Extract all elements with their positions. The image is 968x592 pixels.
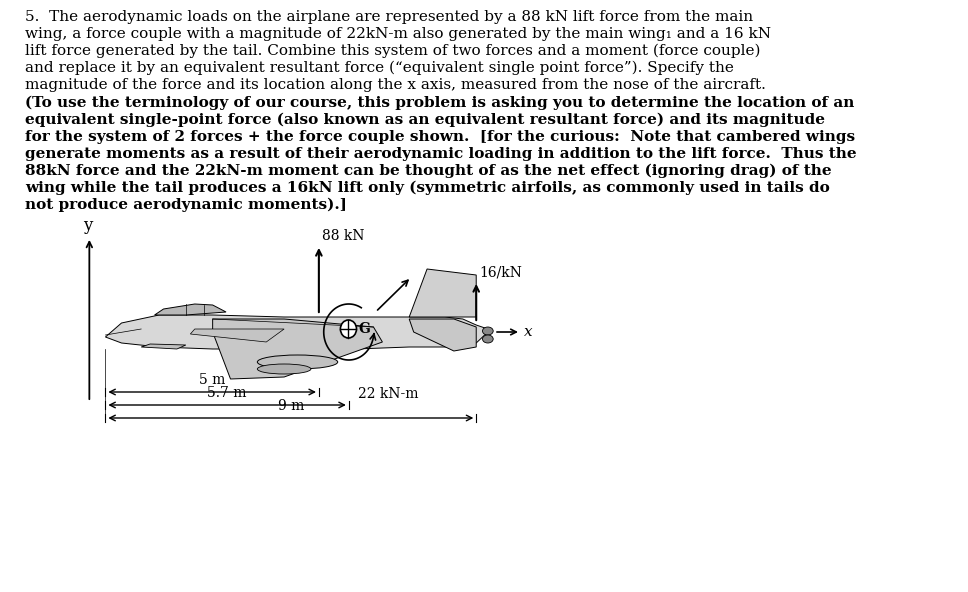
Polygon shape [409,269,476,317]
Text: and replace it by an equivalent resultant force (“equivalent single point force”: and replace it by an equivalent resultan… [25,61,734,75]
Text: 16/kN: 16/kN [480,265,523,279]
Text: 22 kN-m: 22 kN-m [358,387,418,401]
Text: magnitude of the force and its location along the x axis, measured from the nose: magnitude of the force and its location … [25,78,766,92]
Text: for the system of 2 forces + the force couple shown.  [for the curious:  Note th: for the system of 2 forces + the force c… [25,130,855,144]
Text: lift force generated by the tail. Combine this system of two forces and a moment: lift force generated by the tail. Combin… [25,44,761,59]
Text: 5 m: 5 m [199,373,226,387]
Ellipse shape [482,335,493,343]
Text: 5.  The aerodynamic loads on the airplane are represented by a 88 kN lift force : 5. The aerodynamic loads on the airplane… [25,10,753,24]
Text: generate moments as a result of their aerodynamic loading in addition to the lif: generate moments as a result of their ae… [25,147,857,161]
Text: wing while the tail produces a 16kN lift only (symmetric airfoils, as commonly u: wing while the tail produces a 16kN lift… [25,181,830,195]
Ellipse shape [482,327,493,335]
Text: 9 m: 9 m [278,399,304,413]
Polygon shape [141,344,186,349]
Polygon shape [155,304,227,315]
Text: x: x [524,325,532,339]
Text: 5.7 m: 5.7 m [207,386,247,400]
Text: 88 kN: 88 kN [322,229,365,243]
Polygon shape [106,315,488,349]
Text: (To use the terminology of our course, this problem is asking you to determine t: (To use the terminology of our course, t… [25,96,855,110]
Ellipse shape [257,355,338,369]
Text: y: y [83,217,92,234]
Polygon shape [409,319,476,351]
Text: G: G [358,322,370,336]
Polygon shape [213,319,382,379]
Ellipse shape [257,364,311,374]
Text: wing, a force couple with a magnitude of 22kN-m also generated by the main wing₁: wing, a force couple with a magnitude of… [25,27,771,41]
Text: not produce aerodynamic moments).]: not produce aerodynamic moments).] [25,198,347,213]
Circle shape [341,320,356,338]
Text: 88kN force and the 22kN-m moment can be thought of as the net effect (ignoring d: 88kN force and the 22kN-m moment can be … [25,164,832,178]
Text: equivalent single-point force (also known as an equivalent resultant force) and : equivalent single-point force (also know… [25,113,825,127]
Polygon shape [191,329,285,342]
